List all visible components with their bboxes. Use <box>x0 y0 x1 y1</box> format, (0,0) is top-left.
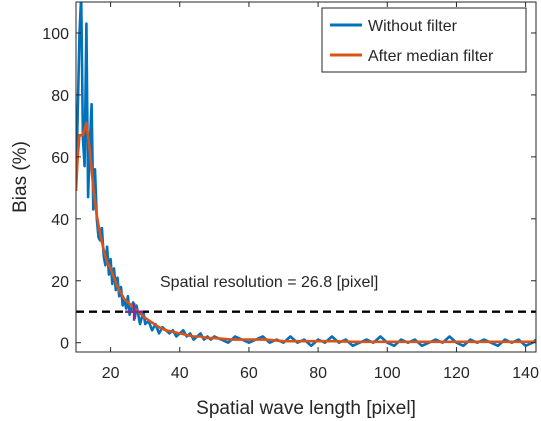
x-tick-label: 20 <box>102 365 120 382</box>
x-tick-label: 100 <box>374 365 401 382</box>
x-tick-label: 120 <box>443 365 470 382</box>
y-tick-label: 60 <box>51 150 69 167</box>
axes <box>75 1 537 353</box>
x-tick-label: 60 <box>240 365 258 382</box>
legend-label-without-filter: Without filter <box>368 18 458 35</box>
y-tick-label: 80 <box>51 88 69 105</box>
y-axis-title: Bias (%) <box>10 141 31 213</box>
tick-labels: 20 40 60 80 100 120 140 0 20 40 60 80 100 <box>42 26 539 382</box>
marker-layer <box>125 302 144 321</box>
legend-label-after-median-filter: After median filter <box>368 48 494 65</box>
y-tick-label: 40 <box>51 212 69 229</box>
legend: Without filter After median filter <box>321 7 527 73</box>
x-tick-label: 80 <box>309 365 327 382</box>
plot-border <box>75 1 537 353</box>
x-tick-label: 40 <box>171 365 189 382</box>
y-tick-label: 20 <box>51 274 69 291</box>
x-tick-label: 140 <box>512 365 539 382</box>
legend-box <box>321 7 527 73</box>
series-line-after-median-filter <box>76 121 536 344</box>
y-tick-label: 0 <box>60 336 69 353</box>
resolution-marker <box>125 302 144 321</box>
x-axis-title: Spatial wave length [pixel] <box>196 398 416 419</box>
y-tick-label: 100 <box>42 26 69 43</box>
annotation-text: Spatial resolution = 26.8 [pixel] <box>160 274 378 291</box>
plot-area <box>76 2 536 348</box>
